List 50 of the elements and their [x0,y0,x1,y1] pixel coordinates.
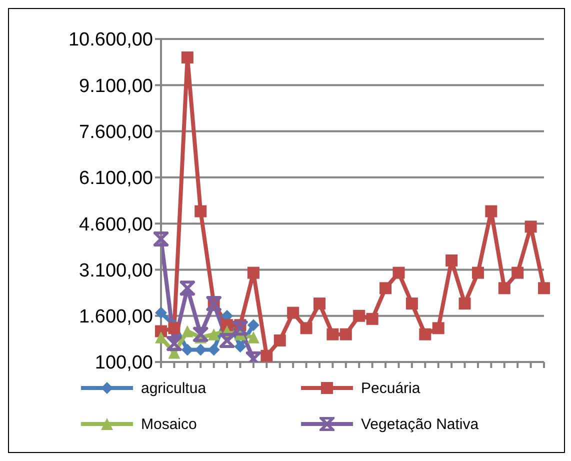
point [155,306,167,319]
point [366,312,378,325]
point [247,319,260,332]
point [287,306,300,319]
point [326,328,339,340]
y-tick-label: 4.600,00 [79,214,153,236]
point [194,205,207,218]
legend-label: Pecuária [361,380,420,396]
point [498,282,510,294]
point [380,282,392,294]
point [180,280,195,296]
point [181,325,194,338]
y-tick-label: 3.100,00 [79,260,153,282]
point [392,266,405,279]
point [340,328,352,340]
point [524,220,537,233]
y-tick-label: 7.600,00 [79,122,153,144]
point [260,350,273,362]
y-tick-label: 6.100,00 [79,168,153,190]
point [168,322,180,334]
point [220,332,235,348]
y-tick-label: 1.600,00 [79,306,153,328]
point [208,328,220,340]
point [432,322,444,334]
point [512,266,524,279]
point [154,231,168,246]
y-tick-label: 100,00 [94,352,153,374]
y-tick-label: 9.100,00 [79,76,153,97]
legend-label: Mosaico [141,416,197,432]
y-tick-label: 10.600,00 [68,30,153,51]
point [313,298,326,310]
point [274,334,286,346]
point [234,340,246,353]
point [232,320,248,336]
point [193,326,208,342]
point [406,298,418,310]
legend-label: Vegetação Nativa [361,416,479,432]
point [247,331,260,344]
point [300,322,312,334]
point [166,336,182,352]
point [419,328,432,340]
point [446,254,458,266]
point [247,266,260,279]
point [353,310,366,322]
point [538,282,550,294]
point [472,266,484,279]
point [485,205,498,218]
point [181,51,194,64]
legend-label: agricultua [141,380,206,396]
point [458,298,471,310]
